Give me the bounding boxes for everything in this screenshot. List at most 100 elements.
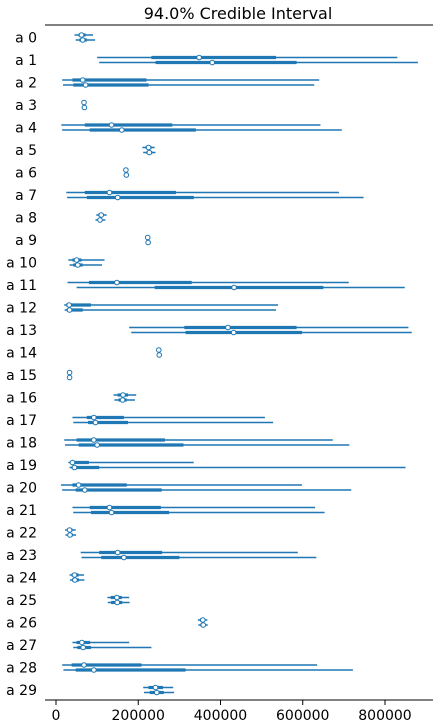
mean-marker bbox=[92, 415, 97, 420]
row-label: a 12 bbox=[6, 301, 37, 317]
mean-marker bbox=[109, 510, 114, 515]
x-tick-label: 0 bbox=[52, 708, 61, 724]
forest-row: a 24 bbox=[6, 571, 84, 587]
mean-marker bbox=[83, 83, 88, 88]
mean-marker bbox=[154, 690, 159, 695]
mean-marker bbox=[115, 280, 120, 285]
mean-marker bbox=[210, 60, 215, 65]
forest-row: a 11 bbox=[6, 278, 405, 294]
row-label: a 6 bbox=[15, 166, 37, 182]
forest-row: a 2 bbox=[15, 76, 319, 92]
forest-row: a 12 bbox=[6, 301, 278, 317]
mean-marker bbox=[81, 645, 86, 650]
x-ticks: 0 200000 400000 600000 800000 bbox=[52, 700, 412, 724]
row-label: a 27 bbox=[6, 638, 37, 654]
mean-marker bbox=[197, 55, 202, 60]
x-tick-label: 600000 bbox=[276, 708, 329, 724]
mean-marker bbox=[68, 533, 73, 538]
mean-marker bbox=[147, 150, 152, 155]
mean-marker bbox=[232, 285, 237, 290]
forest-row: a 18 bbox=[6, 436, 349, 452]
mean-marker bbox=[226, 325, 231, 330]
mean-marker bbox=[82, 663, 87, 668]
forest-row: a 3 bbox=[15, 98, 87, 114]
forest-row: a 10 bbox=[6, 256, 104, 272]
x-tick-label: 200000 bbox=[112, 708, 165, 724]
mean-marker bbox=[107, 505, 112, 510]
forest-row: a 22 bbox=[6, 526, 76, 542]
forest-row: a 0 bbox=[15, 31, 95, 47]
mean-marker bbox=[146, 145, 151, 150]
row-label: a 20 bbox=[6, 481, 37, 497]
mean-marker bbox=[145, 235, 150, 240]
chart-title: 94.0% Credible Interval bbox=[144, 4, 333, 23]
mean-marker bbox=[120, 398, 125, 403]
forest-row: a 23 bbox=[6, 548, 316, 564]
forest-row: a 5 bbox=[15, 143, 155, 159]
mean-marker bbox=[99, 213, 104, 218]
x-tick-label: 400000 bbox=[194, 708, 247, 724]
mean-marker bbox=[115, 600, 120, 605]
row-label: a 18 bbox=[6, 436, 37, 452]
mean-marker bbox=[115, 595, 120, 600]
forest-row: a 8 bbox=[15, 211, 107, 227]
row-label: a 15 bbox=[6, 368, 37, 384]
mean-marker bbox=[80, 38, 85, 43]
forest-rows: a 0 a 1 a 2 a 3 a 4 a 5 a 6 a 7 a 8 a 9 a 10 a 11 a … bbox=[6, 31, 418, 700]
mean-marker bbox=[153, 685, 158, 690]
row-label: a 23 bbox=[6, 548, 37, 564]
mean-marker bbox=[79, 33, 84, 38]
mean-marker bbox=[82, 488, 87, 493]
mean-marker bbox=[93, 420, 98, 425]
mean-marker bbox=[157, 348, 162, 353]
mean-marker bbox=[76, 483, 81, 488]
row-label: a 3 bbox=[15, 98, 37, 114]
row-label: a 1 bbox=[15, 53, 37, 69]
row-label: a 11 bbox=[6, 278, 37, 294]
forest-row: a 1 bbox=[15, 53, 418, 69]
mean-marker bbox=[231, 330, 236, 335]
mean-marker bbox=[80, 78, 85, 83]
mean-marker bbox=[157, 353, 162, 358]
mean-marker bbox=[67, 308, 72, 313]
forest-row: a 28 bbox=[6, 661, 353, 677]
forest-row: a 27 bbox=[6, 638, 151, 654]
mean-marker bbox=[122, 555, 127, 560]
forest-row: a 9 bbox=[15, 233, 151, 249]
mean-marker bbox=[115, 550, 120, 555]
forest-row: a 14 bbox=[6, 346, 162, 362]
row-label: a 0 bbox=[15, 31, 37, 47]
mean-marker bbox=[146, 240, 151, 245]
mean-marker bbox=[72, 573, 77, 578]
forest-row: a 13 bbox=[6, 323, 412, 339]
mean-marker bbox=[98, 218, 103, 223]
mean-marker bbox=[67, 528, 72, 533]
mean-marker bbox=[92, 438, 97, 443]
mean-marker bbox=[107, 190, 112, 195]
mean-marker bbox=[201, 618, 206, 623]
forest-row: a 26 bbox=[6, 616, 208, 632]
mean-marker bbox=[121, 393, 126, 398]
mean-marker bbox=[75, 263, 80, 268]
mean-marker bbox=[201, 623, 206, 628]
row-label: a 21 bbox=[6, 503, 37, 519]
row-label: a 4 bbox=[15, 121, 37, 137]
mean-marker bbox=[72, 465, 77, 470]
row-label: a 19 bbox=[6, 458, 37, 474]
mean-marker bbox=[95, 443, 100, 448]
row-label: a 16 bbox=[6, 391, 37, 407]
row-label: a 9 bbox=[15, 233, 37, 249]
row-label: a 14 bbox=[6, 346, 37, 362]
mean-marker bbox=[74, 258, 79, 263]
mean-marker bbox=[124, 168, 129, 173]
row-label: a 25 bbox=[6, 593, 37, 609]
mean-marker bbox=[70, 460, 75, 465]
mean-marker bbox=[67, 375, 72, 380]
row-label: a 13 bbox=[6, 323, 37, 339]
forest-row: a 7 bbox=[15, 188, 364, 204]
x-tick-label: 800000 bbox=[358, 708, 411, 724]
row-label: a 10 bbox=[6, 256, 37, 272]
row-label: a 24 bbox=[6, 571, 37, 587]
row-label: a 28 bbox=[6, 661, 37, 677]
row-label: a 17 bbox=[6, 413, 37, 429]
